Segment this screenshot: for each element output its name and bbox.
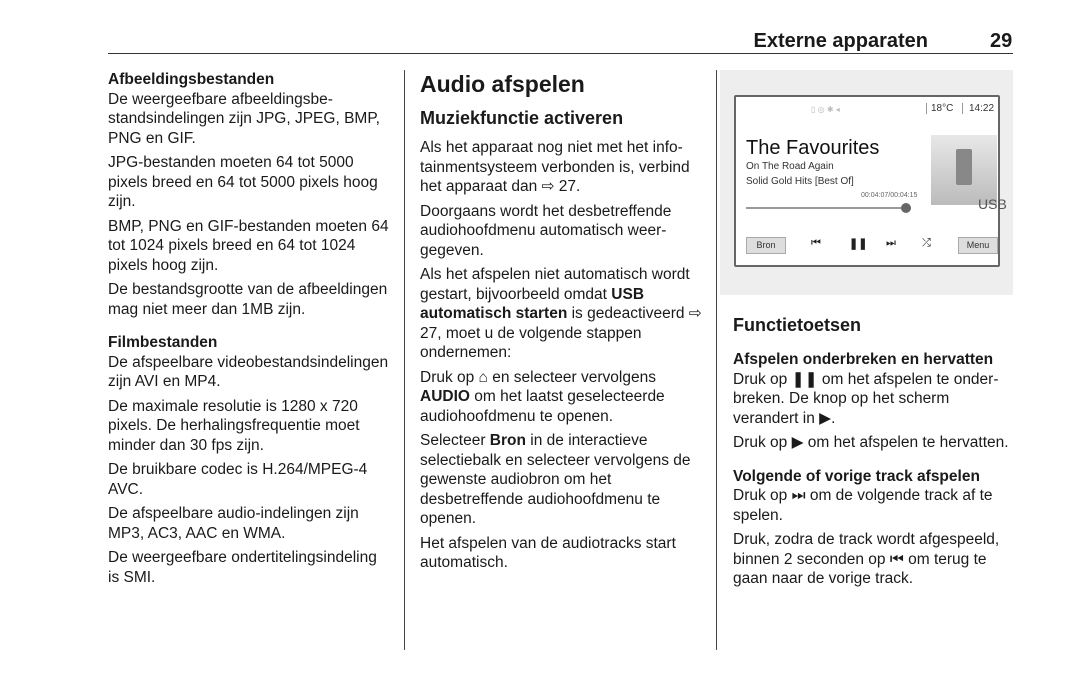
text: in de interactieve selectiebalk en selec… [420,432,691,527]
subheading: Muziekfunctie activeren [420,108,624,128]
paragraph: De bestandsgrootte van de afbeeldin­gen … [108,281,388,318]
infotainment-screenshot: ▯ ◎ ✱ ◂ 18°C 14:22 The Favourites On The… [720,70,1013,295]
collection-title: Solid Gold Hits [Best Of] [746,176,854,187]
heading-audio: Audio afspelen [420,71,585,97]
section-title: Externe apparaten [753,30,928,52]
paragraph: Druk op ❚❚ om het afspelen te onder­brek… [733,370,999,427]
clock: 14:22 [962,103,994,114]
paragraph: De weergeefbare afbeeldingsbe­standsinde… [108,90,380,147]
progress-track [746,207,911,209]
text: Druk op ⌂ en selecteer vervolgens [420,368,656,386]
heading-track: Volgende of vorige track afspelen [733,467,980,485]
paragraph: De bruikbare codec is H.264/MPEG-4 AVC. [108,461,368,498]
paragraph: Druk, zodra de track wordt afge­speeld, … [733,531,1000,587]
status-icons: ▯ ◎ ✱ ◂ [811,105,840,114]
menu-term: Bron [489,432,526,449]
source-button[interactable]: Bron [746,237,786,254]
paragraph: Als het afspelen niet automatisch wordt … [420,265,702,363]
next-icon[interactable]: ⏭ [886,237,896,249]
heading-pause: Afspelen onderbreken en hervatten [733,351,994,368]
heading-images: Afbeeldingsbestanden [108,71,275,88]
menu-button[interactable]: Menu [958,237,998,254]
heading-function-keys: Functietoetsen [733,315,862,335]
text: is gedeacti­veerd ⇨ 27, moet u de volgen… [420,305,702,361]
paragraph: Selecteer Bron in de interactieve select… [420,431,702,529]
previous-icon[interactable]: ⏮ [811,237,821,249]
paragraph: Doorgaans wordt het desbetreffende audio… [420,202,672,259]
elapsed-time: 00:04:07/00:04:15 [861,192,918,199]
column-divider [716,70,717,650]
text: Als het afspelen niet automatisch wordt … [420,266,690,303]
text: om het laatst geselecteerde audiohoofdme… [420,388,665,425]
page-number: 29 [990,30,1013,52]
heading-films: Filmbestanden [108,334,218,351]
header-divider [108,53,1013,54]
paragraph: De weergeefbare ondertitelingsinde­ling … [108,549,377,586]
paragraph: De maximale resolutie is 1280 x 720 pixe… [108,397,360,454]
temperature: 18°C [926,103,953,114]
right-column: Functietoetsen Afspelen onderbreken en h… [733,314,1015,594]
pause-icon[interactable]: ❚❚ [849,238,868,250]
menu-term: USB automatisch starten [420,285,645,323]
paragraph: De afspeelbare audio-indelingen zijn MP3… [108,505,359,542]
column-divider [404,70,405,650]
paragraph: Als het apparaat nog niet met het info­t… [420,139,690,195]
middle-column: Audio afspelen Muziekfunctie activeren A… [420,70,702,578]
paragraph: Druk op ⏭ om de volgende track af te spe… [733,487,993,524]
source-label: USB [978,196,1007,212]
menu-term: AUDIO [420,388,470,405]
left-column: Afbeeldingsbestanden De weergeefbare afb… [108,70,390,592]
paragraph: Druk op ⌂ en selecteer vervolgens AUDIO … [420,368,702,427]
usb-stick-icon [956,149,972,185]
paragraph: Het afspelen van de audiotracks start au… [420,534,676,572]
paragraph: JPG-bestanden moeten 64 tot 5000 pixels … [108,154,378,210]
text: Selecteer [420,432,490,449]
shuffle-icon[interactable]: ⤮ [922,237,931,249]
progress-knob[interactable] [901,203,912,213]
usb-artwork [931,135,997,205]
paragraph: Druk op ▶ om het afspelen te hervat­ten. [733,434,1009,451]
paragraph: BMP, PNG en GIF-bestanden moeten 64 tot … [108,217,389,274]
audio-screen: ▯ ◎ ✱ ◂ 18°C 14:22 The Favourites On The… [734,95,1007,267]
track-title: On The Road Again [746,161,834,172]
album-title: The Favourites [746,137,880,159]
paragraph: De afspeelbare videobestandsinde­lingen … [108,353,389,391]
